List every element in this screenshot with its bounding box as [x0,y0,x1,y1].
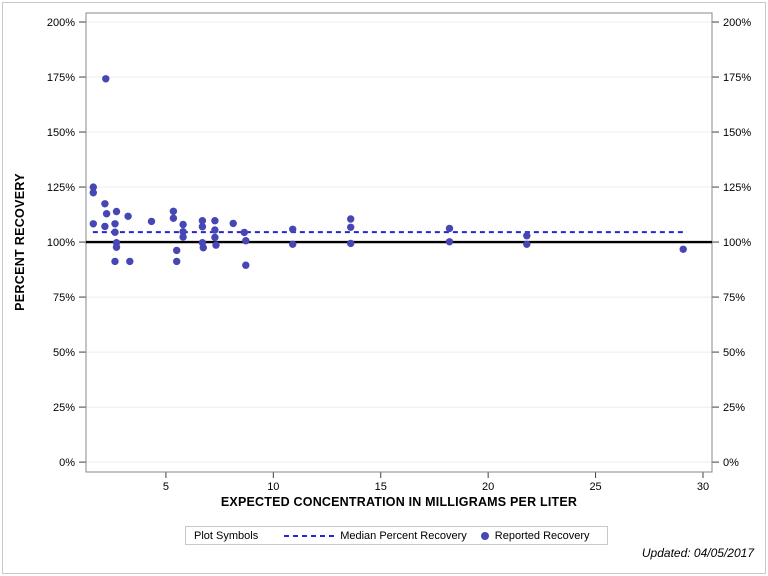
data-point [347,215,355,223]
y-tick-label-left: 100% [47,237,75,249]
y-tick-label-right: 175% [723,72,751,84]
data-point [124,212,132,220]
data-point [112,207,121,216]
data-point [169,207,178,215]
data-point [173,246,181,255]
data-point [198,223,207,231]
y-tick-label-left: 150% [47,127,75,139]
data-point [199,244,207,252]
data-point [111,220,119,228]
y-tick-label-right: 75% [723,292,745,304]
y-axis-title: PERCENT RECOVERY [13,173,27,311]
data-point [679,245,687,253]
data-point [445,224,454,233]
x-axis-title: EXPECTED CONCENTRATION IN MILLIGRAMS PER… [220,495,578,509]
data-point [523,240,531,248]
x-tick-label: 10 [267,481,279,493]
y-tick-label-left: 25% [53,402,75,414]
y-tick-label-right: 100% [723,237,751,249]
data-point [179,233,187,241]
data-point [347,239,355,248]
data-point [211,217,219,225]
data-point [102,75,110,83]
data-point [289,240,297,248]
data-point [211,226,219,234]
data-point [289,225,297,233]
data-point [89,183,98,191]
y-tick-label-right: 150% [723,127,751,139]
y-tick-label-left: 50% [53,347,75,359]
legend-title: Plot Symbols [194,529,259,542]
median-line-sample-icon [284,534,335,537]
data-point [198,217,207,225]
y-tick-label-left: 0% [59,457,75,469]
data-point [101,222,109,231]
y-tick-label-right: 25% [723,402,745,414]
data-point [126,257,134,266]
data-point [173,257,181,266]
data-point [445,238,454,246]
y-tick-label-right: 0% [723,457,739,469]
x-tick-label: 5 [163,481,169,493]
data-point [89,220,98,228]
x-tick-label: 25 [589,481,601,493]
data-point [179,220,187,229]
x-tick-label: 20 [482,481,494,493]
data-point [101,200,109,208]
data-point [211,233,219,242]
data-point [112,243,121,251]
x-tick-label: 15 [375,481,387,493]
data-point [169,214,178,222]
data-point [212,241,220,249]
x-tick-label: 30 [697,481,709,493]
y-tick-label-right: 50% [723,347,745,359]
data-point [102,210,111,218]
legend: Plot Symbols Median Percent Recovery Rep… [185,526,608,545]
legend-reported-label: Reported Recovery [494,529,590,542]
data-point [242,237,250,245]
legend-median-label: Median Percent Recovery [340,529,467,542]
data-point [229,219,237,228]
y-tick-label-left: 125% [47,182,75,194]
data-point [240,228,248,237]
data-point [111,257,119,266]
updated-note: Updated: 04/05/2017 [641,546,754,560]
y-tick-label-right: 200% [723,17,751,29]
data-point [147,217,156,226]
data-point [111,228,119,236]
y-tick-label-left: 175% [47,72,75,84]
data-point [242,261,250,269]
y-tick-label-left: 200% [47,17,75,29]
data-point [523,232,531,240]
data-point [347,223,355,231]
data-point [89,189,98,197]
data-point [179,228,187,236]
reported-marker-sample-icon [480,531,489,540]
y-tick-label-right: 125% [723,182,751,194]
y-tick-label-left: 75% [53,292,75,304]
